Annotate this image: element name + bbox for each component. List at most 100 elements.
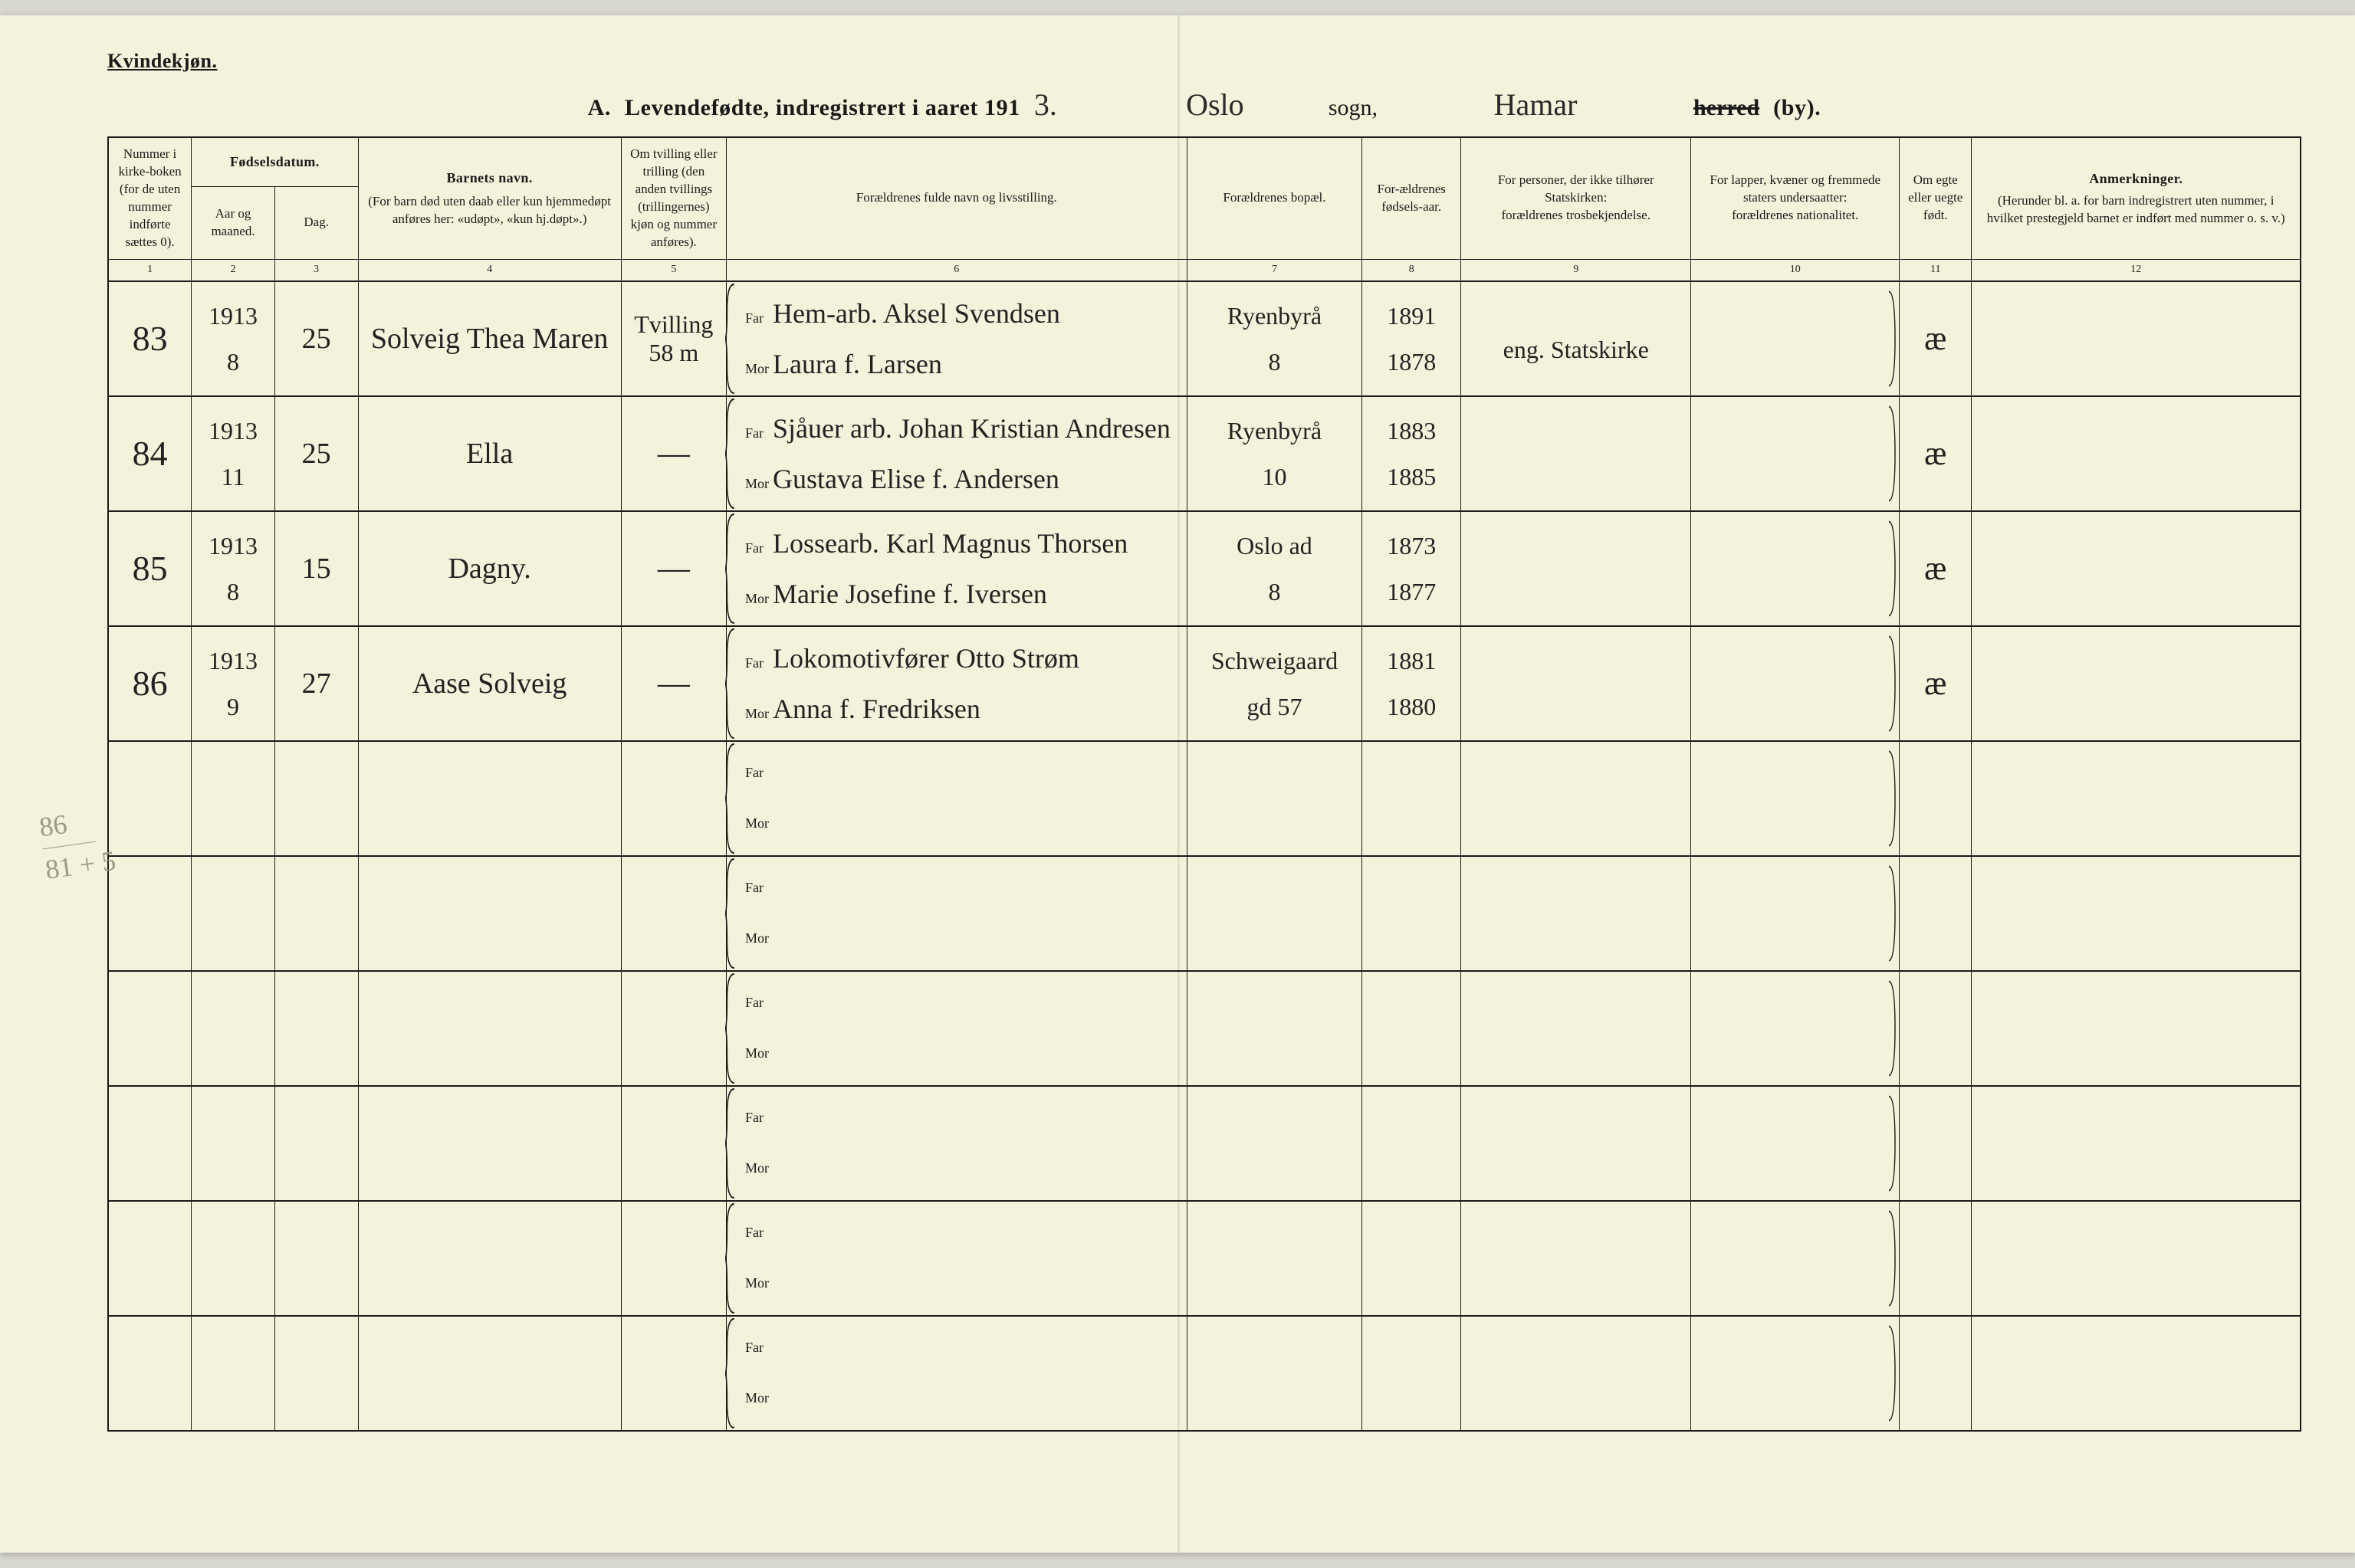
table-row: Far Mor xyxy=(108,971,2301,1086)
birthyear-far: 1881 xyxy=(1368,648,1454,673)
table-row: Far Mor xyxy=(108,1316,2301,1431)
twin-dash: — xyxy=(658,666,690,701)
colnum: 7 xyxy=(1187,259,1362,280)
day: 25 xyxy=(302,323,331,355)
birthyear-mor: 1885 xyxy=(1368,464,1454,489)
month: 8 xyxy=(198,349,268,374)
bopel-far: Oslo ad xyxy=(1194,533,1356,558)
title-line: A. Levendefødte, indregistrert i aaret 1… xyxy=(107,87,2301,123)
father-name: Hem-arb. Aksel Svendsen xyxy=(773,297,1178,330)
birthyear-mor: 1880 xyxy=(1368,694,1454,719)
register-table: Nummer i kirke-boken (for de uten nummer… xyxy=(107,136,2301,1432)
child-name: Ella xyxy=(466,438,513,470)
far-label: Far xyxy=(736,1340,762,1356)
colnum: 10 xyxy=(1691,259,1900,280)
mor-label: Mor xyxy=(736,1390,762,1406)
father-name: Lokomotivfører Otto Strøm xyxy=(773,642,1178,674)
mother-name: Anna f. Fredriksen xyxy=(773,693,1178,725)
far-label: Far xyxy=(736,540,762,556)
mor-label: Mor xyxy=(736,1160,762,1176)
mor-label: Mor xyxy=(736,476,762,492)
col-2-group-header: Fødselsdatum. xyxy=(192,137,358,187)
col-3-header: Dag. xyxy=(274,187,358,259)
table-row: Far Mor xyxy=(108,1201,2301,1316)
far-label: Far xyxy=(736,310,762,326)
col-8-header: For-ældrenes fødsels-aar. xyxy=(1362,137,1461,259)
mor-label: Mor xyxy=(736,815,762,832)
table-row: 851913815Dagny.—FarLossearb. Karl Magnus… xyxy=(108,511,2301,626)
birthyear-far: 1891 xyxy=(1368,303,1454,328)
section-letter: A. xyxy=(588,95,611,121)
table-row: FarMor xyxy=(108,1086,2301,1201)
sogn-value: Oslo xyxy=(1115,87,1315,123)
col-11-header: Om egte eller uegte født. xyxy=(1900,137,1972,259)
year: 1913 xyxy=(198,533,268,558)
col-9-top: For personer, der ikke tilhører Statskir… xyxy=(1467,172,1684,207)
mor-label: Mor xyxy=(736,591,762,607)
far-label: Far xyxy=(736,1225,762,1241)
colnum: 8 xyxy=(1362,259,1461,280)
margin-pencil-note: 86 81 + 5 xyxy=(37,800,118,887)
mor-label: Mor xyxy=(736,1045,762,1061)
colnum: 5 xyxy=(621,259,726,280)
far-label: Far xyxy=(736,880,762,896)
trosbekjendelse: eng. Statskirke xyxy=(1467,337,1684,362)
far-label: Far xyxy=(736,995,762,1011)
far-label: Far xyxy=(736,425,762,441)
table-header: Nummer i kirke-boken (for de uten nummer… xyxy=(108,137,2301,281)
table-body: 83 1913 8 25 Solveig Thea Maren Tvilling 58 m… xyxy=(108,281,2301,1431)
day: 25 xyxy=(302,438,331,470)
by-label: (by). xyxy=(1773,95,1821,121)
col-12-header: Anmerkninger. (Herunder bl. a. for barn … xyxy=(1972,137,2301,259)
col-9-sub: forældrenes trosbekjendelse. xyxy=(1467,207,1684,225)
bopel-mor: gd 57 xyxy=(1194,694,1356,719)
colnum: 11 xyxy=(1900,259,1972,280)
year-suffix: 3. xyxy=(1034,87,1057,123)
col-12-sub: (Herunder bl. a. for barn indregistrert … xyxy=(1978,192,2294,228)
month: 9 xyxy=(198,694,268,719)
egte: æ xyxy=(1924,549,1946,587)
table-row: Far Mor xyxy=(108,856,2301,971)
colnum: 12 xyxy=(1972,259,2301,280)
day: 27 xyxy=(302,668,331,700)
mor-label: Mor xyxy=(736,930,762,946)
mother-name: Gustava Elise f. Andersen xyxy=(773,463,1178,495)
father-name: Sjåuer arb. Johan Kristian Andresen xyxy=(773,412,1178,444)
twin-dash: — xyxy=(658,436,690,471)
year: 1913 xyxy=(198,303,268,328)
mor-label: Mor xyxy=(736,706,762,722)
child-name: Solveig Thea Maren xyxy=(371,323,609,355)
margin-note-top: 86 xyxy=(37,800,112,845)
title-main: Levendefødte, indregistrert i aaret 191 xyxy=(625,95,1020,121)
colnum: 3 xyxy=(274,259,358,280)
colnum: 6 xyxy=(726,259,1187,280)
table-row: 83 1913 8 25 Solveig Thea Maren Tvilling 58 m… xyxy=(108,281,2301,396)
bopel-far: Ryenbyrå xyxy=(1194,303,1356,328)
year: 1913 xyxy=(198,418,268,443)
col-4-header: Barnets navn. (For barn død uten daab el… xyxy=(358,137,621,259)
gender-label: Kvindekjøn. xyxy=(107,50,2301,73)
day: 15 xyxy=(302,553,331,585)
colnum: 1 xyxy=(108,259,192,280)
egte: æ xyxy=(1924,320,1946,357)
birthyear-mor: 1878 xyxy=(1368,349,1454,374)
egte: æ xyxy=(1924,435,1946,472)
bopel-mor: 10 xyxy=(1194,464,1356,489)
table-row: 861913927Aase Solveig—FarLokomotivfører … xyxy=(108,626,2301,741)
far-label: Far xyxy=(736,655,762,671)
mor-label: Mor xyxy=(736,1275,762,1291)
herred-value: Hamar xyxy=(1436,87,1635,123)
col-9-header: For personer, der ikke tilhører Statskir… xyxy=(1461,137,1691,259)
col-7-header: Forældrenes bopæl. xyxy=(1187,137,1362,259)
table-row: 8419131125Ella—FarSjåuer arb. Johan Kris… xyxy=(108,396,2301,511)
colnum: 4 xyxy=(358,259,621,280)
twin-note: Tvilling 58 m xyxy=(634,310,713,366)
sogn-label: sogn, xyxy=(1329,95,1378,121)
entry-number: 83 xyxy=(133,319,168,358)
col-2-header: Aar og maaned. xyxy=(192,187,275,259)
col-4-sub: (For barn død uten daab eller kun hjemme… xyxy=(365,193,615,228)
father-name: Lossearb. Karl Magnus Thorsen xyxy=(773,527,1178,559)
child-name: Dagny. xyxy=(448,553,530,585)
mother-name: Marie Josefine f. Iversen xyxy=(773,578,1178,610)
col-1-header: Nummer i kirke-boken (for de uten nummer… xyxy=(108,137,192,259)
